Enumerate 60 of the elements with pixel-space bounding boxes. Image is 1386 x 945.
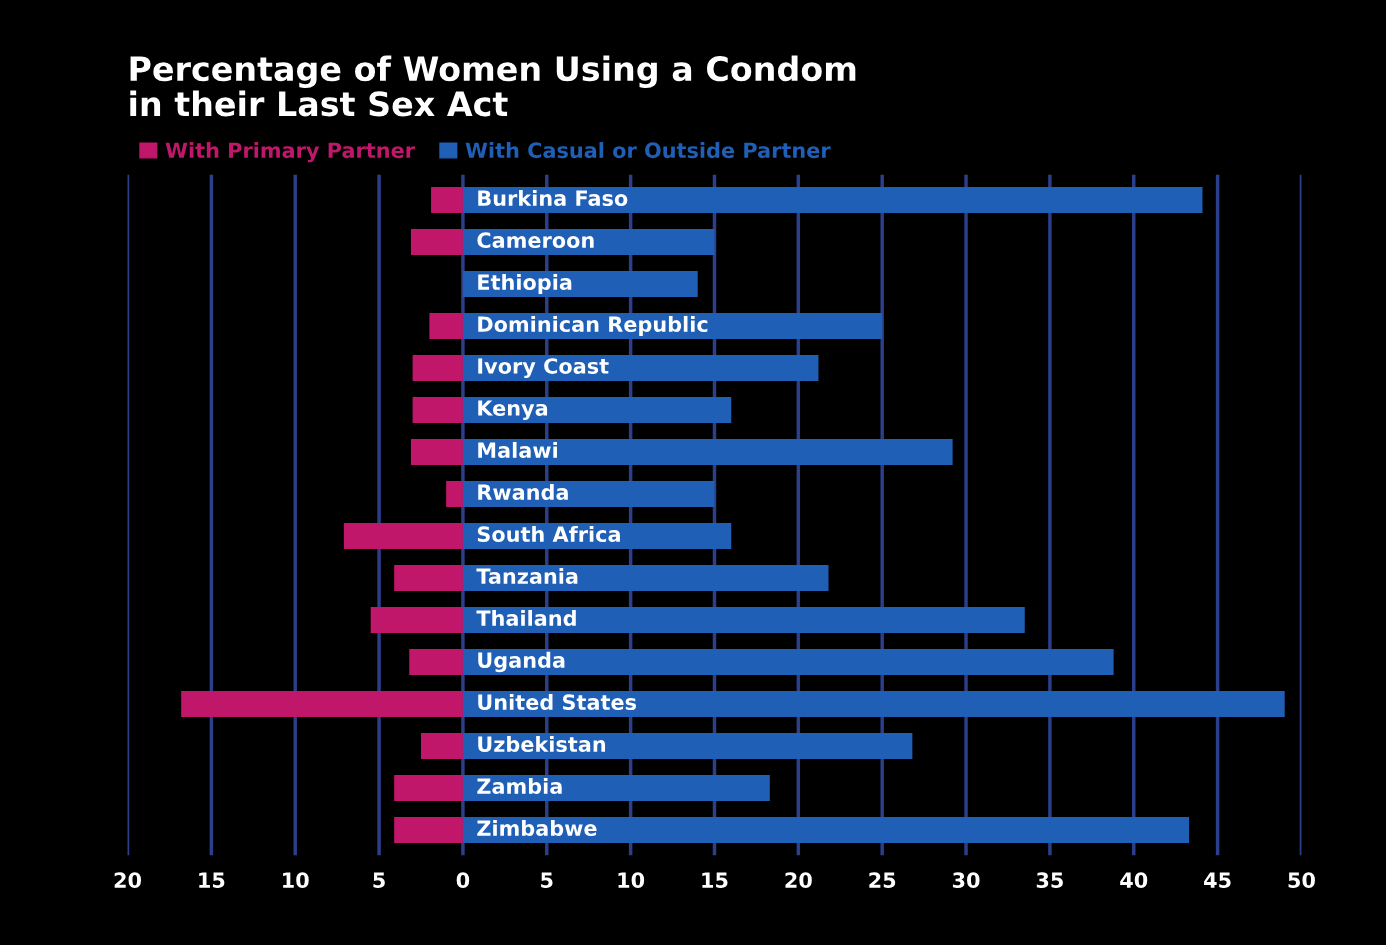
- bar: [462, 817, 1190, 844]
- bar: [462, 607, 1025, 634]
- bar: [462, 397, 732, 424]
- x-tick-label: 30: [952, 872, 980, 889]
- y-tick-label: Ethiopia: [478, 273, 572, 295]
- x-tick-label: 5: [373, 872, 385, 889]
- x-tick-label: 10: [618, 872, 645, 889]
- bar: [462, 565, 829, 592]
- bar: [410, 439, 463, 466]
- bar: [412, 397, 463, 424]
- y-tick-label: Zambia: [477, 777, 562, 795]
- x-tick-label: 15: [199, 872, 225, 889]
- bar: [394, 775, 463, 802]
- x-tick-label: 25: [869, 872, 896, 889]
- bar: [446, 481, 463, 508]
- bar: [409, 649, 463, 676]
- y-tick-label: South Africa: [477, 525, 620, 543]
- legend-label: With Primary Partner: [165, 142, 415, 163]
- bar: [370, 607, 463, 634]
- y-tick-label: Kenya: [478, 400, 548, 421]
- y-tick-label: Uganda: [478, 651, 565, 673]
- bar: [462, 691, 1285, 718]
- bar: [343, 523, 463, 550]
- y-tick-label: Burkina Faso: [478, 189, 628, 207]
- bar: [394, 817, 463, 844]
- y-tick-label: Dominican Republic: [478, 315, 708, 337]
- y-tick-label: Zimbabwe: [477, 819, 597, 837]
- bar: [462, 733, 913, 760]
- x-tick-label: 35: [1036, 872, 1063, 889]
- x-tick-label: 10: [283, 872, 309, 889]
- x-tick-label: 50: [1288, 872, 1315, 889]
- y-tick-label: Rwanda: [478, 483, 568, 501]
- x-tick-label: 5: [541, 872, 553, 889]
- x-tick-label: 40: [1120, 872, 1148, 889]
- bar: [410, 229, 463, 256]
- bar: [429, 313, 463, 340]
- y-tick-label: Tanzania: [476, 567, 578, 585]
- bar: [421, 733, 463, 760]
- x-tick-label: 15: [702, 872, 728, 889]
- legend-label: With Casual or Outside Partner: [465, 142, 831, 159]
- bar: [181, 691, 463, 718]
- y-tick-label: Thailand: [476, 609, 576, 627]
- bar: [462, 439, 953, 466]
- chart-title: Percentage of Women Using a Condom in their Last Sex Act: [130, 55, 856, 117]
- y-tick-label: Uzbekistan: [478, 735, 606, 753]
- bar: [462, 775, 770, 802]
- y-tick-label: Malawi: [478, 441, 557, 459]
- bar: [462, 187, 1203, 214]
- y-tick-label: United States: [478, 693, 637, 711]
- x-tick-label: 20: [114, 872, 142, 889]
- bar: [462, 649, 1114, 676]
- bar: [412, 355, 463, 382]
- bar: [462, 355, 819, 382]
- x-tick-label: 20: [785, 872, 812, 889]
- bar: [394, 565, 463, 592]
- y-tick-label: Ivory Coast: [478, 358, 609, 379]
- x-tick-label: 45: [1204, 872, 1231, 889]
- x-tick-label: 0: [456, 872, 470, 889]
- bar: [431, 187, 463, 214]
- y-tick-label: Cameroon: [477, 232, 594, 249]
